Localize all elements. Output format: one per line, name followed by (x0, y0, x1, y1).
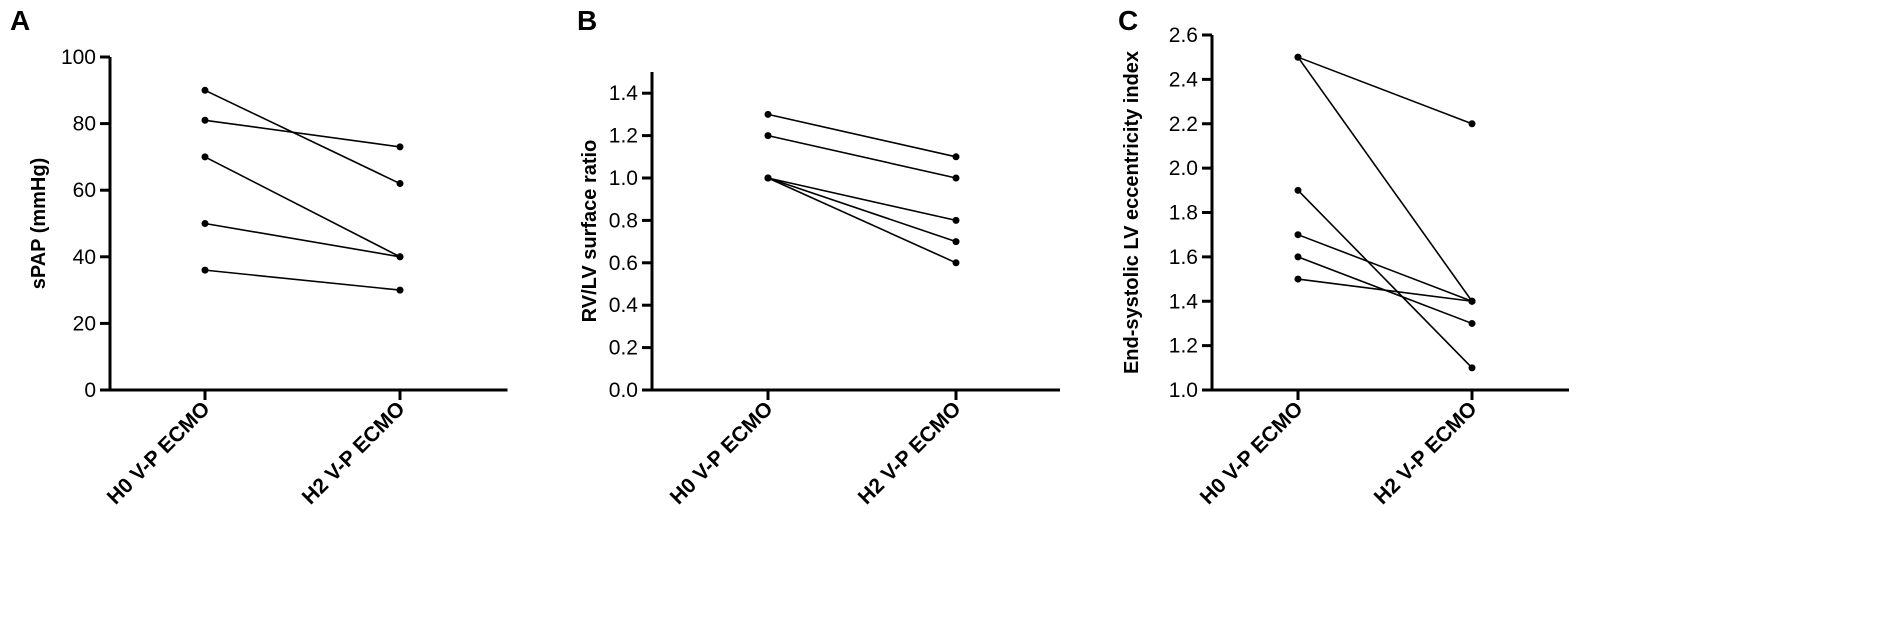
data-point (1294, 253, 1302, 261)
data-point (1294, 231, 1302, 239)
y-tick-label: 2.2 (1169, 113, 1198, 136)
x-category-label: H0 V-P ECMO (103, 397, 215, 509)
series-line (1297, 56, 1473, 125)
series-line (767, 177, 957, 222)
y-tick-label: 1.0 (609, 167, 638, 190)
x-category-label: H2 V-P ECMO (298, 397, 410, 509)
data-point (952, 153, 960, 161)
y-tick-label: 0.4 (609, 294, 639, 317)
y-axis-title: sPAP (mmHg) (28, 158, 50, 290)
y-tick-label: 1.8 (1169, 202, 1198, 225)
y-tick-label: 2.4 (1169, 68, 1199, 91)
series-line (1297, 189, 1473, 369)
data-point (952, 174, 960, 182)
y-tick-label: 0.2 (609, 337, 638, 360)
series-line (204, 269, 401, 291)
data-point (396, 286, 404, 294)
data-point (201, 153, 209, 161)
data-point (764, 110, 772, 118)
series-line (767, 177, 957, 264)
y-tick-label: 20 (73, 312, 96, 335)
series-line (1297, 56, 1473, 302)
data-point (952, 238, 960, 246)
series-line (1297, 233, 1473, 302)
series-line (204, 89, 401, 185)
y-tick-label: 0.8 (609, 209, 638, 232)
data-point (1468, 120, 1476, 128)
panel-a: A 0 20 40 60 80 100 sPAP (mmHg) H0 V-P ECMO H2 V-… (10, 5, 508, 509)
y-tick-label: 0.6 (609, 252, 638, 275)
y-tick-label: 60 (73, 179, 96, 202)
y-tick-label: 1.6 (1169, 246, 1198, 269)
y-tick-label: 1.4 (609, 82, 639, 105)
y-tick-label: 100 (61, 46, 96, 69)
series-line (1297, 278, 1473, 303)
series-line (767, 134, 957, 179)
data-point (1294, 186, 1302, 194)
data-point (764, 174, 772, 182)
data-point (1468, 364, 1476, 372)
data-point (952, 259, 960, 267)
data-point (1468, 297, 1476, 305)
data-point (396, 143, 404, 151)
data-point (396, 180, 404, 188)
y-axis-title: RV/LV surface ratio (579, 140, 601, 323)
data-point (952, 216, 960, 224)
y-tick-label: 1.2 (609, 125, 638, 148)
y-tick-label: 40 (73, 246, 96, 269)
y-tick-label: 2.6 (1169, 24, 1198, 47)
x-category-label: H2 V-P ECMO (1370, 397, 1482, 509)
y-tick-label: 2.0 (1169, 157, 1198, 180)
x-category-label: H2 V-P ECMO (854, 397, 966, 509)
series-line (204, 119, 401, 148)
series-line (767, 177, 957, 243)
data-point (201, 86, 209, 94)
y-tick-label: 1.2 (1169, 335, 1198, 358)
data-point (201, 220, 209, 227)
series-line (204, 156, 401, 258)
panel-c: C 1.0 1.2 1.4 1.6 1.8 2.0 2.2 2.4 2.6 End-systolic… (1118, 5, 1569, 509)
y-tick-label: 1.4 (1169, 290, 1199, 313)
panel-letter: B (577, 5, 597, 36)
series-line (767, 113, 957, 158)
y-tick-label: 0 (84, 379, 96, 402)
y-tick-label: 80 (73, 113, 96, 136)
y-tick-label: 1.0 (1169, 379, 1198, 402)
series-line (204, 222, 401, 258)
data-point (201, 266, 209, 274)
data-point (764, 132, 772, 140)
x-category-label: H0 V-P ECMO (1196, 397, 1308, 509)
data-point (1468, 319, 1476, 327)
x-category-label: H0 V-P ECMO (666, 397, 778, 509)
data-point (396, 253, 404, 261)
data-point (1294, 275, 1302, 283)
panel-letter: C (1118, 5, 1138, 36)
data-point (201, 116, 209, 124)
panel-b: B 0.0 0.2 0.4 0.6 0.8 1.0 1.2 1.4 RV/LV surface r… (577, 5, 1060, 509)
data-point (1294, 53, 1302, 61)
y-axis-title: End-systolic LV eccentricity index (1121, 51, 1143, 374)
y-tick-label: 0.0 (609, 379, 638, 402)
panel-letter: A (10, 5, 30, 36)
